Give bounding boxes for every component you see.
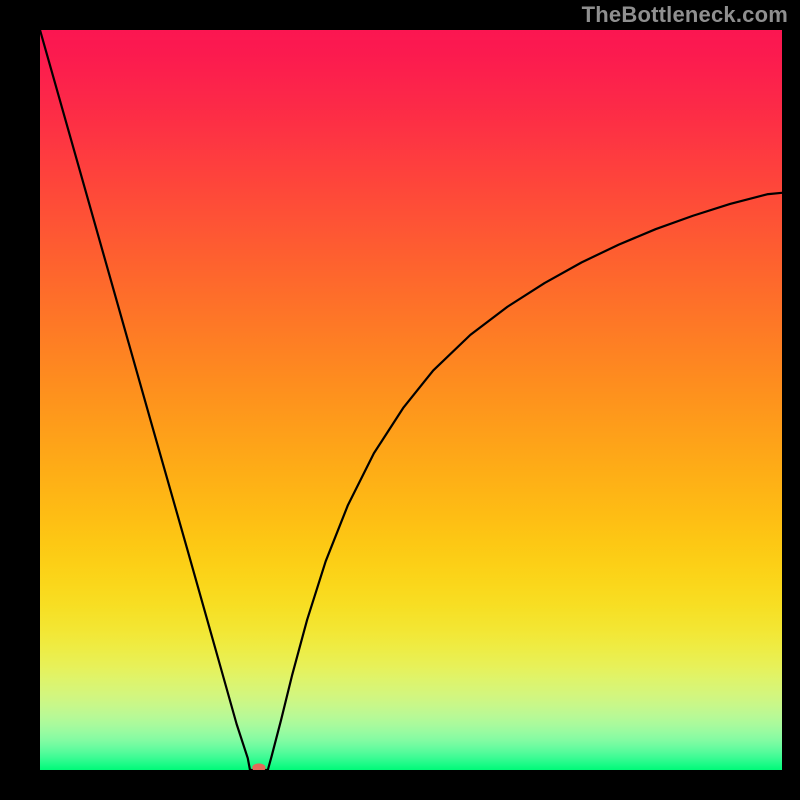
- watermark-text: TheBottleneck.com: [582, 2, 788, 28]
- chart-background: [40, 30, 782, 770]
- plot-area: [40, 30, 782, 770]
- chart-svg: [40, 30, 782, 770]
- chart-frame: TheBottleneck.com: [0, 0, 800, 800]
